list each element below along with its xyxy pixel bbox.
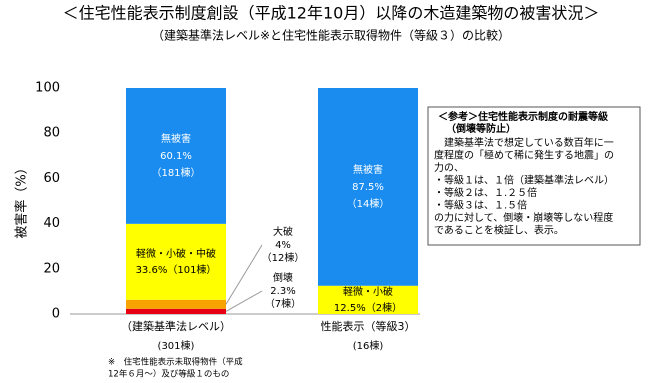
note-line: ・等級３は、１.５倍 — [434, 199, 527, 212]
count-label: （14棟） — [347, 197, 390, 210]
callout-name: 大破 — [273, 225, 293, 238]
bar-segment — [318, 285, 418, 314]
note-title: ＜参考＞住宅性能表示制度の耐震等級 — [438, 110, 608, 123]
y-tick-label: 20 — [43, 261, 60, 276]
y-axis-label: 被害率（%） — [14, 161, 30, 238]
y-tick-label: 80 — [43, 126, 60, 141]
x-tick-label: 性能表示（等級3） — [321, 319, 416, 333]
y-tick-label: 60 — [43, 171, 60, 186]
value-label: 2.3% — [270, 286, 295, 297]
segment-label: 無被害 — [353, 163, 383, 176]
count-label: （181棟） — [151, 166, 200, 179]
footnote: ※ 住宅性能表示未取得物件（平成 — [108, 357, 243, 368]
value-label-group: 33.6%（101棟） — [136, 263, 217, 276]
x-tick-label: （建築基準法レベル） — [121, 319, 231, 333]
segment-label: 軽微・小破 — [343, 285, 393, 298]
note-line: ・等級２は、１.２５倍 — [434, 186, 537, 199]
value-label-group: 12.5%（2棟） — [334, 301, 402, 314]
callout-name: 倒壊 — [273, 272, 293, 284]
bar-segment — [126, 308, 226, 314]
segment-label: 軽微・小破・中破 — [136, 247, 216, 260]
value-label: 87.5% — [352, 182, 384, 193]
y-tick-label: 0 — [52, 307, 60, 322]
note-line: の力に対して、倒壊・崩壊等しない程度 — [434, 211, 613, 224]
value-label: 33.6% — [136, 265, 168, 276]
leader-line — [225, 244, 263, 305]
note-box — [427, 106, 641, 246]
count-label: （2棟） — [366, 301, 402, 314]
bar-segment — [126, 299, 226, 309]
footnote: 12年６月～）及び等級１のもの — [108, 369, 229, 380]
y-tick-label: 100 — [35, 81, 60, 96]
value-label: 60.1% — [160, 151, 192, 162]
chart-title: ＜住宅性能表示制度創設（平成12年10月）以降の木造建築物の被害状況＞ — [63, 4, 600, 23]
bar-segment — [126, 223, 226, 300]
note-line: 建築基準法で想定している数百年に一 — [434, 136, 614, 149]
count-label: （12棟） — [262, 251, 305, 264]
note-title: （倒壊等防止） — [446, 122, 516, 135]
leader-line — [225, 290, 263, 312]
count-label: （101棟） — [167, 263, 216, 276]
chart-subtitle: （建築基準法レベル※と住宅性能表示取得物件（等級３）の比較） — [152, 28, 510, 43]
y-tick-label: 40 — [43, 216, 60, 231]
note-line: であることを検証し、表示。 — [434, 224, 564, 237]
x-tick-count: (301棟) — [158, 339, 195, 352]
bar-segment — [318, 88, 418, 286]
bar-segment — [126, 88, 226, 224]
x-tick-count: (16棟) — [353, 339, 384, 352]
count-label: （7棟） — [265, 297, 301, 310]
note-line: 力の、 — [434, 161, 464, 174]
segment-label: 無被害 — [161, 132, 191, 145]
note-line: 度程度の「極めて稀に発生する地震」の — [434, 149, 614, 162]
note-line: ・等級１は、１倍（建築基準法レベル） — [434, 174, 614, 187]
value-label: 12.5% — [334, 303, 366, 314]
value-label: 4% — [275, 240, 291, 251]
